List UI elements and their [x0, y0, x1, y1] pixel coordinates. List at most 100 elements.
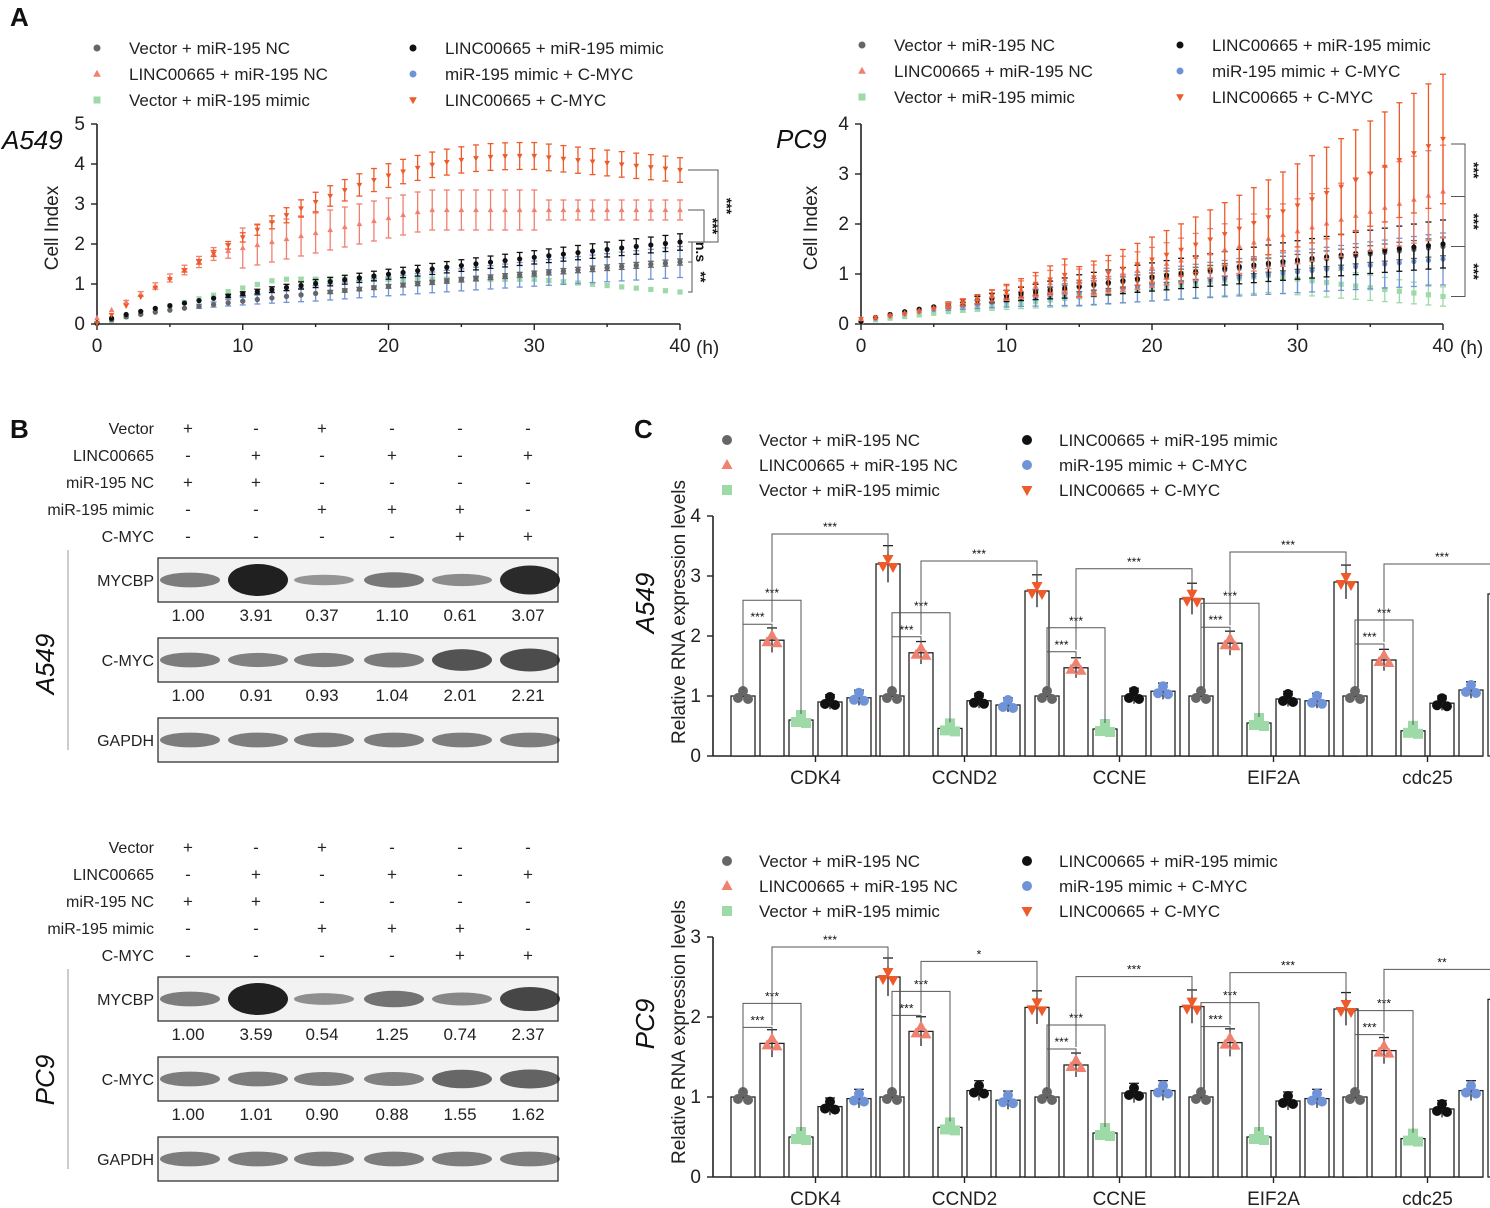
bar: [846, 1097, 872, 1178]
data-point: [545, 155, 552, 161]
bar: [1188, 695, 1214, 757]
data-point: [458, 262, 464, 269]
replicate-point: [979, 1088, 989, 1099]
data-point: [604, 246, 610, 253]
legend-marker-icon: [1176, 41, 1184, 49]
data-point: [901, 311, 908, 318]
legend-entry-label: LINC00665 + miR-195 NC: [759, 877, 958, 896]
y-axis-label: Relative RNA expression levels: [669, 900, 690, 1164]
data-point: [283, 293, 290, 299]
condition-sign: -: [253, 527, 259, 546]
data-point: [1163, 252, 1170, 258]
x-tick-label: 10: [232, 336, 253, 357]
data-point: [356, 220, 363, 227]
legend-marker-icon: [1022, 856, 1032, 866]
replicate-point: [882, 555, 894, 565]
data-point: [887, 313, 893, 320]
significance-label: ***: [1054, 1035, 1068, 1049]
condition-sign: +: [251, 865, 261, 884]
legend-entry-label: Vector + miR-195 mimic: [759, 481, 940, 500]
replicate-point: [1158, 1080, 1168, 1091]
replicate-point: [998, 1097, 1008, 1108]
data-point: [916, 309, 923, 315]
replicate-point: [1047, 1095, 1057, 1105]
replicate-point: [910, 1027, 922, 1038]
data-point: [502, 206, 508, 213]
band-label: MYCBP: [97, 573, 154, 590]
condition-row-label: miR-195 NC: [66, 894, 154, 911]
legend-marker-icon: [722, 856, 732, 866]
data-point: [400, 269, 406, 276]
data-point: [313, 280, 319, 287]
bar: [966, 1089, 992, 1178]
legend-entry-label: LINC00665 + miR-195 NC: [759, 456, 958, 475]
condition-sign: -: [525, 419, 531, 438]
replicate-point: [892, 1095, 902, 1105]
band-quantification: 2.21: [511, 686, 544, 705]
replicate-point: [796, 1127, 806, 1137]
protein-band: [364, 652, 424, 668]
data-point: [239, 235, 246, 241]
data-point: [444, 278, 450, 284]
replicate-point: [1340, 573, 1352, 583]
legend-entry-label: LINC00665 + miR-195 NC: [894, 62, 1093, 81]
data-point: [1003, 289, 1010, 296]
cell-index-chart-a549: A549 Cell Index (h) 0 10 20 30 40012345*****…: [0, 114, 735, 359]
replicate-point: [1153, 1087, 1163, 1098]
replicate-point: [1070, 1054, 1082, 1064]
y-tick-label: 0: [690, 1167, 701, 1188]
band-quantification: 1.55: [443, 1105, 476, 1124]
significance-label: ***: [719, 198, 735, 215]
replicate-point: [1288, 1099, 1298, 1109]
condition-row-label: LINC00665: [73, 867, 154, 884]
replicate-point: [1031, 582, 1043, 592]
replicate-point: [910, 648, 922, 659]
condition-sign: -: [185, 500, 191, 519]
replicate-point: [1373, 656, 1385, 666]
legend-marker-icon: [1021, 907, 1033, 917]
data-point: [385, 271, 392, 277]
data-point: [677, 259, 683, 265]
legend-marker-icon: [409, 44, 417, 52]
replicate-point: [877, 562, 889, 572]
rna-expression-chart-pc9: PC9 Relative RNA expression levels 0 1 2 3 C…: [630, 900, 1490, 1208]
y-tick-label: 2: [838, 214, 849, 235]
data-point: [473, 261, 479, 267]
data-point: [648, 261, 654, 267]
protein-band: [294, 732, 354, 748]
replicate-point: [1229, 640, 1241, 651]
replicate-point: [1186, 997, 1198, 1008]
data-point: [225, 247, 232, 254]
y-tick-label: 2: [690, 626, 701, 647]
replicate-point: [825, 692, 835, 702]
data-point: [546, 269, 552, 275]
category-label: EIF2A: [1247, 768, 1300, 789]
condition-sign: -: [185, 946, 191, 965]
data-point: [400, 211, 406, 218]
replicate-point: [1153, 688, 1163, 699]
bar: [846, 697, 872, 757]
data-point: [429, 162, 436, 168]
condition-sign: -: [389, 527, 395, 546]
data-point: [152, 309, 158, 315]
data-point: [356, 275, 362, 281]
data-point: [196, 303, 202, 309]
category-label: CDK4: [790, 768, 841, 789]
data-point: [167, 307, 173, 313]
bar: [1217, 1041, 1243, 1178]
data-point: [269, 286, 275, 293]
data-point: [546, 253, 552, 259]
data-point: [589, 248, 596, 254]
data-point: [444, 264, 450, 270]
data-point: [517, 256, 523, 262]
condition-sign: -: [253, 946, 259, 965]
data-point: [1338, 184, 1345, 190]
data-point: [123, 303, 130, 309]
significance-label: ***: [1127, 555, 1141, 569]
rna-expression-chart-a549: A549 Relative RNA expression levels 0 1 2 3…: [630, 480, 1490, 789]
replicate-point: [974, 1080, 984, 1091]
condition-sign: +: [251, 446, 261, 465]
data-point: [560, 206, 567, 213]
data-point: [1294, 203, 1301, 209]
data-point: [531, 153, 538, 160]
